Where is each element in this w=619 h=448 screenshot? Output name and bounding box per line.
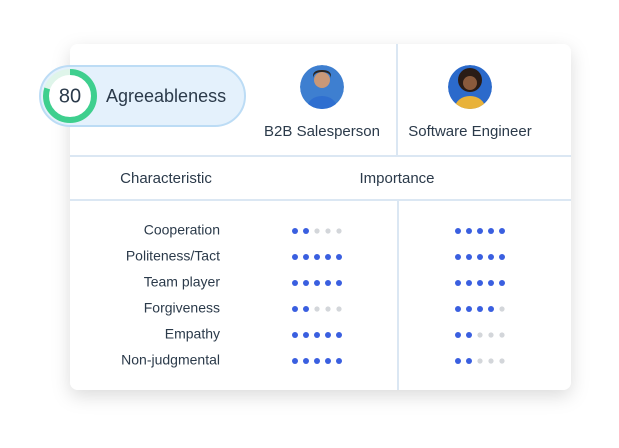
rating-dot bbox=[303, 254, 309, 260]
rating-dot bbox=[336, 280, 342, 286]
rating-dot bbox=[336, 228, 342, 234]
rating-dot bbox=[466, 332, 472, 338]
rating-dot bbox=[477, 306, 483, 312]
rating-dot bbox=[303, 306, 309, 312]
rating-dot bbox=[325, 254, 331, 260]
rating-dot bbox=[466, 254, 472, 260]
rating-dot bbox=[303, 280, 309, 286]
rating-dot bbox=[325, 228, 331, 234]
rating-dot bbox=[455, 358, 461, 364]
rating-dot bbox=[336, 332, 342, 338]
rating-dot bbox=[455, 254, 461, 260]
rating-dot bbox=[499, 358, 505, 364]
characteristic: Politeness/Tact bbox=[126, 248, 220, 264]
rating bbox=[455, 280, 505, 286]
rating bbox=[455, 228, 505, 234]
column-header: Characteristic bbox=[120, 170, 212, 187]
rating-dot bbox=[336, 254, 342, 260]
rating-dot bbox=[466, 358, 472, 364]
rating-dot bbox=[466, 280, 472, 286]
rating-dot bbox=[314, 228, 320, 234]
rating-dot bbox=[488, 280, 494, 286]
rating-dot bbox=[325, 358, 331, 364]
rating-dot bbox=[477, 254, 483, 260]
rating bbox=[292, 280, 342, 286]
rating-dot bbox=[292, 306, 298, 312]
rating-dot bbox=[499, 228, 505, 234]
rating bbox=[292, 254, 342, 260]
rating-dot bbox=[466, 228, 472, 234]
role-name: B2B Salesperson bbox=[264, 123, 380, 140]
characteristic: Forgiveness bbox=[144, 300, 220, 316]
rating bbox=[292, 332, 342, 338]
characteristic: Non-judgmental bbox=[121, 352, 220, 368]
rating bbox=[292, 358, 342, 364]
rating-dot bbox=[477, 358, 483, 364]
rating-dot bbox=[477, 280, 483, 286]
rating-dot bbox=[292, 228, 298, 234]
rating-dot bbox=[488, 306, 494, 312]
rating bbox=[292, 228, 342, 234]
rating-dot bbox=[292, 332, 298, 338]
rating-dot bbox=[314, 332, 320, 338]
rating-dot bbox=[303, 358, 309, 364]
rating-dot bbox=[303, 228, 309, 234]
role-name: Software Engineer bbox=[408, 123, 531, 140]
rating-dot bbox=[314, 306, 320, 312]
rating-dot bbox=[499, 332, 505, 338]
rating-dot bbox=[477, 228, 483, 234]
rating bbox=[455, 254, 505, 260]
rating-dot bbox=[455, 306, 461, 312]
rating-dot bbox=[488, 332, 494, 338]
rating-dot bbox=[466, 306, 472, 312]
rating-dot bbox=[499, 280, 505, 286]
rating bbox=[455, 332, 505, 338]
rating-dot bbox=[499, 306, 505, 312]
characteristic: Empathy bbox=[165, 326, 220, 342]
score-ring bbox=[43, 69, 97, 123]
rating-dot bbox=[325, 280, 331, 286]
rating-dot bbox=[455, 280, 461, 286]
characteristic: Team player bbox=[144, 274, 221, 290]
rating-dot bbox=[292, 280, 298, 286]
rating-dot bbox=[488, 254, 494, 260]
rating-dot bbox=[336, 358, 342, 364]
rating-dot bbox=[314, 280, 320, 286]
rating-dot bbox=[499, 254, 505, 260]
rating-dot bbox=[488, 358, 494, 364]
rating bbox=[455, 306, 505, 312]
avatar bbox=[300, 65, 344, 109]
score: 80 bbox=[59, 85, 81, 107]
card bbox=[70, 44, 571, 390]
rating-dot bbox=[314, 254, 320, 260]
rating-dot bbox=[336, 306, 342, 312]
rating-dot bbox=[455, 228, 461, 234]
avatar bbox=[448, 65, 492, 109]
rating bbox=[292, 306, 342, 312]
badge-label: Agreeableness bbox=[106, 86, 226, 106]
rating-dot bbox=[455, 332, 461, 338]
rating-dot bbox=[477, 332, 483, 338]
column-header: Importance bbox=[359, 170, 434, 187]
rating bbox=[455, 358, 505, 364]
characteristic: Cooperation bbox=[144, 222, 220, 238]
rating-dot bbox=[325, 306, 331, 312]
rating-dot bbox=[303, 332, 309, 338]
rating-dot bbox=[292, 254, 298, 260]
rating-dot bbox=[325, 332, 331, 338]
rating-dot bbox=[488, 228, 494, 234]
rating-dot bbox=[292, 358, 298, 364]
rating-dot bbox=[314, 358, 320, 364]
